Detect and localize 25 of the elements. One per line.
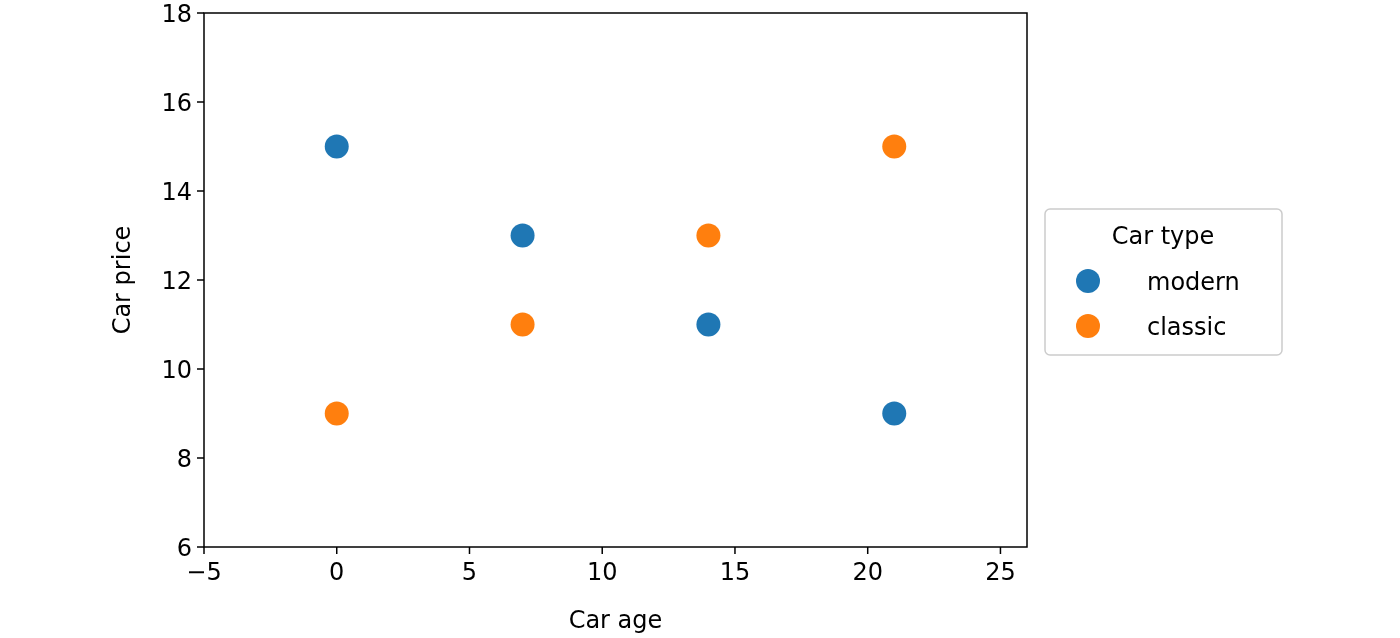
legend-title: Car type [1111,222,1215,250]
y-tick-label: 8 [176,445,192,473]
y-tick-label: 18 [161,0,192,28]
y-tick-label: 14 [161,178,192,206]
point [882,134,907,159]
legend-label: modern [1147,268,1240,296]
point [696,312,721,337]
y-tick-label: 10 [161,356,192,384]
x-tick-label: 15 [719,558,751,586]
point [324,134,349,159]
x-tick-label: 25 [985,558,1016,586]
x-tick-label: 5 [461,558,478,586]
y-tick-label: 12 [161,267,192,295]
x-tick-label: 0 [329,558,345,586]
point [324,401,349,426]
point [510,223,535,248]
point [696,223,721,248]
x-tick-label: 10 [586,558,618,586]
y-axis-title: Car price [108,225,136,335]
point [882,401,907,426]
y-tick-label: 16 [161,89,192,117]
x-tick-label: 20 [852,558,883,586]
legend-label: classic [1147,313,1227,341]
point [510,312,535,337]
x-axis-title: Car age [568,606,663,634]
